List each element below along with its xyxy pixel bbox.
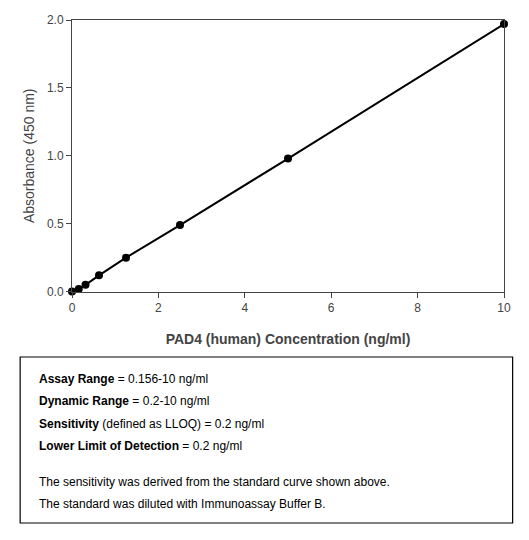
- svg-text:Sensitivity (defined as LLOQ): Sensitivity (defined as LLOQ) = 0.2 ng/m…: [39, 417, 264, 431]
- svg-text:8: 8: [414, 301, 421, 315]
- svg-text:10: 10: [497, 301, 511, 315]
- svg-text:1.5: 1.5: [47, 81, 64, 95]
- svg-text:6: 6: [328, 301, 335, 315]
- svg-text:Dynamic Range = 0.2-10 ng/ml: Dynamic Range = 0.2-10 ng/ml: [39, 394, 209, 408]
- svg-text:0: 0: [69, 301, 76, 315]
- svg-text:PAD4 (human) Concentration (ng: PAD4 (human) Concentration (ng/ml): [166, 331, 411, 347]
- svg-text:The standard was diluted with: The standard was diluted with Immunoassa…: [39, 497, 326, 511]
- svg-text:Absorbance (450 nm): Absorbance (450 nm): [21, 88, 37, 223]
- svg-text:4: 4: [241, 301, 248, 315]
- svg-text:1.0: 1.0: [47, 149, 64, 163]
- svg-text:Assay Range = 0.156-10 ng/ml: Assay Range = 0.156-10 ng/ml: [39, 372, 208, 386]
- svg-text:2.0: 2.0: [47, 13, 64, 27]
- svg-text:The sensitivity was derived fr: The sensitivity was derived from the sta…: [39, 475, 390, 489]
- svg-text:0.0: 0.0: [47, 285, 64, 299]
- svg-text:0.5: 0.5: [47, 217, 64, 231]
- svg-text:Lower Limit of Detection = 0.2: Lower Limit of Detection = 0.2 ng/ml: [39, 439, 242, 453]
- svg-text:2: 2: [155, 301, 162, 315]
